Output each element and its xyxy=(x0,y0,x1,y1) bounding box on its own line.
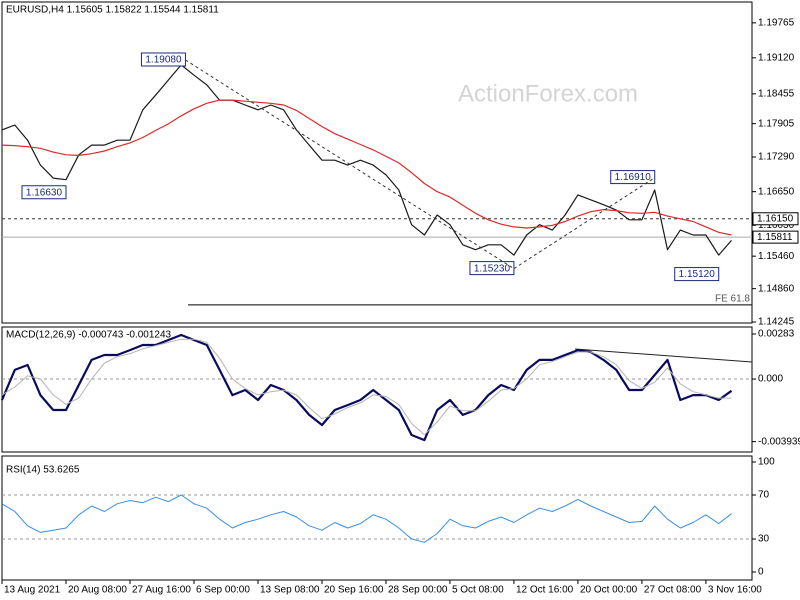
y-tick-label: -0.003939 xyxy=(758,436,800,447)
annotation-label: 1.19080 xyxy=(145,55,182,66)
y-tick-label: 30 xyxy=(758,534,770,545)
y-tick-label: 1.18455 xyxy=(758,88,795,99)
y-tick-label: 70 xyxy=(758,490,770,501)
wave-line xyxy=(513,177,656,270)
x-tick-label: 20 Oct 00:00 xyxy=(580,585,638,596)
x-tick-label: 13 Aug 2021 xyxy=(4,585,61,596)
annotation-label: 1.16910 xyxy=(615,172,652,183)
level-label: 1.16150 xyxy=(757,213,794,224)
y-tick-label: 100 xyxy=(758,457,775,468)
y-tick-label: 1.17905 xyxy=(758,118,795,129)
y-tick-label: 1.16650 xyxy=(758,186,795,197)
x-tick-label: 12 Oct 16:00 xyxy=(516,585,574,596)
x-tick-label: 27 Aug 16:00 xyxy=(132,585,191,596)
y-tick-label: 1.14860 xyxy=(758,283,795,294)
y-tick-label: 1.14245 xyxy=(758,317,795,328)
y-tick-label: 0.00283 xyxy=(758,329,795,340)
y-tick-label: 0.000 xyxy=(758,374,783,385)
annotation-label: 1.15230 xyxy=(474,263,511,274)
series-line xyxy=(1,64,732,256)
x-tick-label: 13 Sep 08:00 xyxy=(260,585,320,596)
series-line xyxy=(1,338,732,436)
annotation-label: 1.16630 xyxy=(26,187,63,198)
series-line xyxy=(1,494,732,543)
annotation-box xyxy=(674,267,720,282)
x-tick-label: 20 Sep 16:00 xyxy=(324,585,384,596)
annotation-box xyxy=(610,170,656,185)
x-tick-label: 5 Oct 08:00 xyxy=(452,585,504,596)
x-tick-label: 27 Oct 08:00 xyxy=(644,585,702,596)
level-label: 1.15811 xyxy=(757,232,793,243)
fe-label: FE 61.8 xyxy=(715,294,750,305)
x-tick-label: 20 Aug 08:00 xyxy=(68,585,127,596)
x-tick-label: 6 Sep 00:00 xyxy=(196,585,250,596)
annotation-box xyxy=(21,185,67,200)
watermark: ActionForex.com xyxy=(458,80,638,107)
panel-title: EURUSD,H4 1.15605 1.15822 1.15544 1.1581… xyxy=(6,5,219,16)
level-label-box xyxy=(752,230,799,244)
y-tick-label: 0 xyxy=(758,567,764,578)
y-tick-label: 1.17290 xyxy=(758,152,795,163)
series-line xyxy=(0,333,733,442)
panel-title: MACD(12,26,9) -0.000743 -0.001243 xyxy=(6,330,172,341)
price-panel xyxy=(1,1,753,324)
annotation-label: 1.15120 xyxy=(679,269,716,280)
divergence-line xyxy=(574,348,753,363)
annotation-box xyxy=(140,52,186,67)
level-label-box xyxy=(752,212,799,226)
series-line xyxy=(1,99,732,236)
y-tick-label: 1.19765 xyxy=(758,18,795,29)
y-tick-label: 1.16030 xyxy=(758,220,795,231)
x-tick-label: 28 Sep 00:00 xyxy=(388,585,448,596)
y-tick-label: 1.19120 xyxy=(758,52,795,63)
y-tick-label: 1.15460 xyxy=(758,251,795,262)
wave-line xyxy=(185,59,515,270)
panel-title: RSI(14) 53.6265 xyxy=(6,465,80,476)
rsi-panel xyxy=(1,455,753,581)
macd-panel xyxy=(1,326,753,453)
x-tick-label: 3 Nov 16:00 xyxy=(708,585,762,596)
